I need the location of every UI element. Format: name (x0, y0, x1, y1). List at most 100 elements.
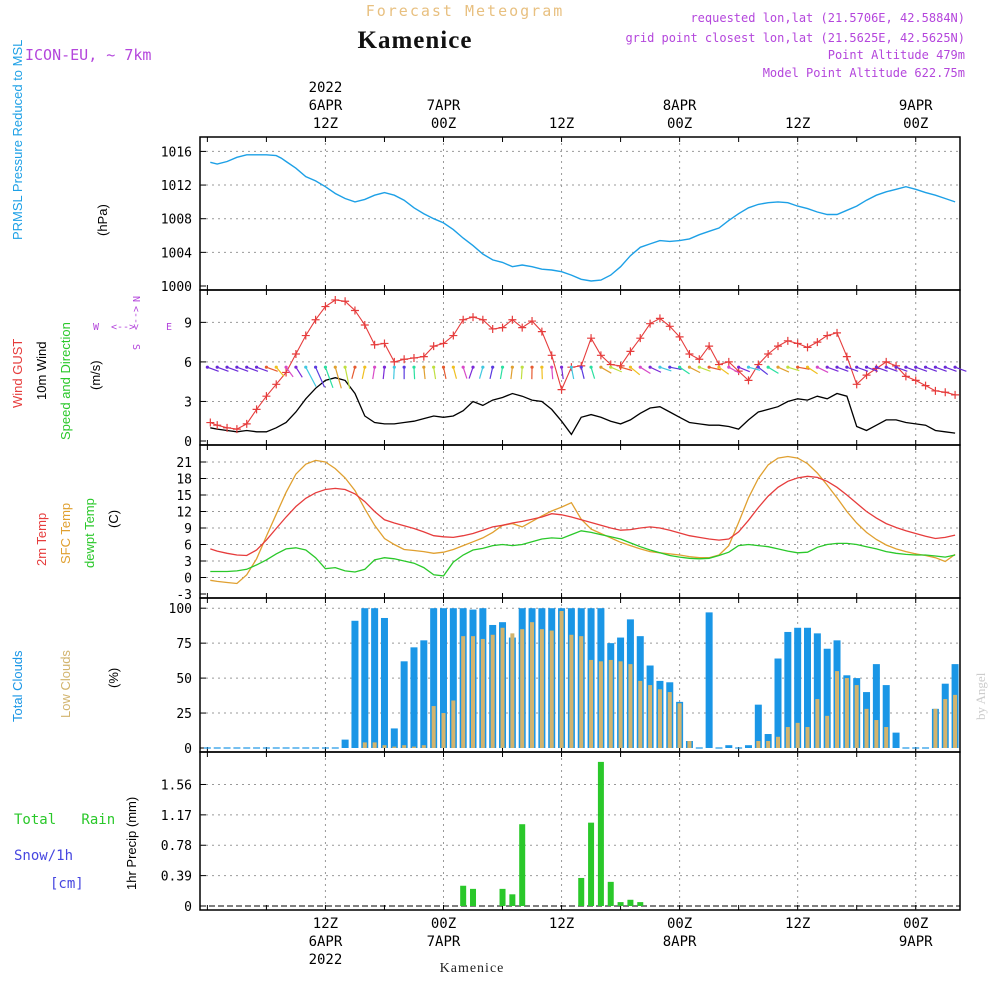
low-clouds-label: Low Clouds (58, 650, 73, 718)
gust-line (210, 299, 956, 430)
low-cloud-bar (421, 745, 426, 748)
low-cloud-bar (844, 678, 849, 748)
wind-direction-arrow (659, 366, 672, 372)
wind-direction-arrow (876, 366, 888, 372)
y-tick-label: 6 (184, 539, 192, 554)
wind-direction-arrow (305, 366, 317, 387)
wind-direction-head (756, 365, 760, 369)
plot-layer: 100010041008101210160369-303691215182102… (161, 80, 967, 968)
wind-direction-head (707, 365, 711, 369)
wind-direction-arrow (442, 367, 447, 380)
wind-direction-head (205, 365, 209, 369)
wind-direction-arrow (767, 366, 779, 374)
total-cloud-bar (400, 661, 408, 748)
y-tick-label: 0 (184, 742, 192, 757)
requested-coords: requested lon,lat (21.5706E, 42.5884N) (690, 11, 965, 25)
total-cloud-bar (725, 745, 733, 748)
gust-marker (478, 315, 487, 324)
low-cloud-bar (943, 699, 948, 748)
y-tick-label: 1016 (161, 145, 192, 160)
wind-direction-head (382, 365, 387, 369)
gust-marker (813, 338, 822, 347)
gust-marker (587, 334, 596, 343)
total-cloud-bar (882, 685, 890, 748)
wind-direction-arrow (452, 367, 458, 379)
rain-bar (617, 902, 624, 906)
gust-marker (951, 390, 960, 399)
wind-direction-head (717, 365, 721, 369)
wind-direction-arrow (925, 366, 938, 372)
wind-direction-head (805, 365, 810, 369)
wind-direction-arrow (649, 366, 662, 373)
low-cloud-bar (933, 708, 938, 748)
dir-south: S (130, 344, 141, 350)
low-cloud-bar (608, 659, 613, 748)
wind-direction-head (500, 365, 505, 369)
wind-direction-head (550, 365, 554, 369)
gust-marker (390, 357, 399, 366)
wind-direction-arrow (351, 367, 356, 379)
snow-unit: [cm] (50, 876, 84, 892)
low-cloud-bar (598, 661, 603, 748)
gust-marker (242, 419, 251, 428)
top-time-label: 00Z (431, 116, 456, 132)
low-cloud-bar (559, 610, 564, 748)
wind-direction-arrow (826, 366, 839, 372)
wind-direction-arrow (285, 366, 294, 378)
bottom-time-label: 12Z (549, 916, 574, 932)
wind-direction-head (559, 365, 564, 369)
wind-direction-arrow (748, 366, 761, 371)
gust-marker (724, 357, 733, 366)
low-cloud-bar (589, 659, 594, 748)
y-tick-label: 0.78 (161, 839, 192, 854)
gust-marker (911, 376, 920, 385)
low-cloud-bar (510, 633, 515, 748)
wind-direction-arrow (620, 366, 633, 372)
low-cloud-bar (628, 664, 633, 748)
gust-marker (626, 347, 635, 356)
dir-arrow-h: <--> (111, 322, 135, 333)
wind-direction-arrow (570, 367, 575, 380)
rain-bar (519, 824, 526, 906)
total-cloud-bar (804, 627, 812, 748)
model-label: ICON-EU, ~ 7km (25, 46, 151, 64)
total-cloud-bar (744, 745, 752, 748)
gust-marker (665, 322, 674, 331)
dewpt-line (210, 530, 956, 577)
wind-direction-head (786, 365, 790, 369)
gust-marker (272, 380, 281, 389)
gust-marker (321, 302, 330, 311)
low-cloud-bar (569, 634, 574, 748)
wind-direction-arrow (905, 366, 918, 372)
wind-direction-arrow (846, 366, 859, 372)
gust-marker (695, 355, 704, 364)
wind-direction-arrow (945, 366, 957, 372)
gust-marker (409, 353, 418, 362)
wind-direction-arrow (777, 366, 790, 373)
wind-direction-head (520, 365, 524, 369)
wind-direction-head (746, 365, 751, 369)
wind-direction-arrow (295, 366, 303, 378)
wind-direction-arrow (468, 366, 474, 379)
wind-direction-arrow (699, 366, 711, 372)
top-time-label: 12Z (313, 116, 338, 132)
wind-unit: (m/s) (88, 360, 103, 390)
gust-marker (537, 327, 546, 336)
low-cloud-bar (854, 685, 859, 748)
pressure-line (210, 154, 956, 282)
gust-marker (331, 295, 340, 304)
wind-direction-head (894, 365, 898, 369)
wind-direction-head (304, 365, 308, 369)
footer-location: Kamenice (440, 961, 505, 976)
wind-direction-head (254, 365, 259, 369)
total-cloud-bar (430, 608, 438, 748)
wind-direction-arrow (382, 367, 386, 380)
wind-direction-head (481, 365, 485, 369)
gust-marker (941, 388, 950, 397)
wind-direction-head (815, 365, 819, 369)
gust-marker (508, 315, 517, 324)
wind-direction-arrow (866, 366, 879, 372)
low-cloud-bar (392, 746, 397, 748)
low-cloud-bar (372, 742, 377, 748)
